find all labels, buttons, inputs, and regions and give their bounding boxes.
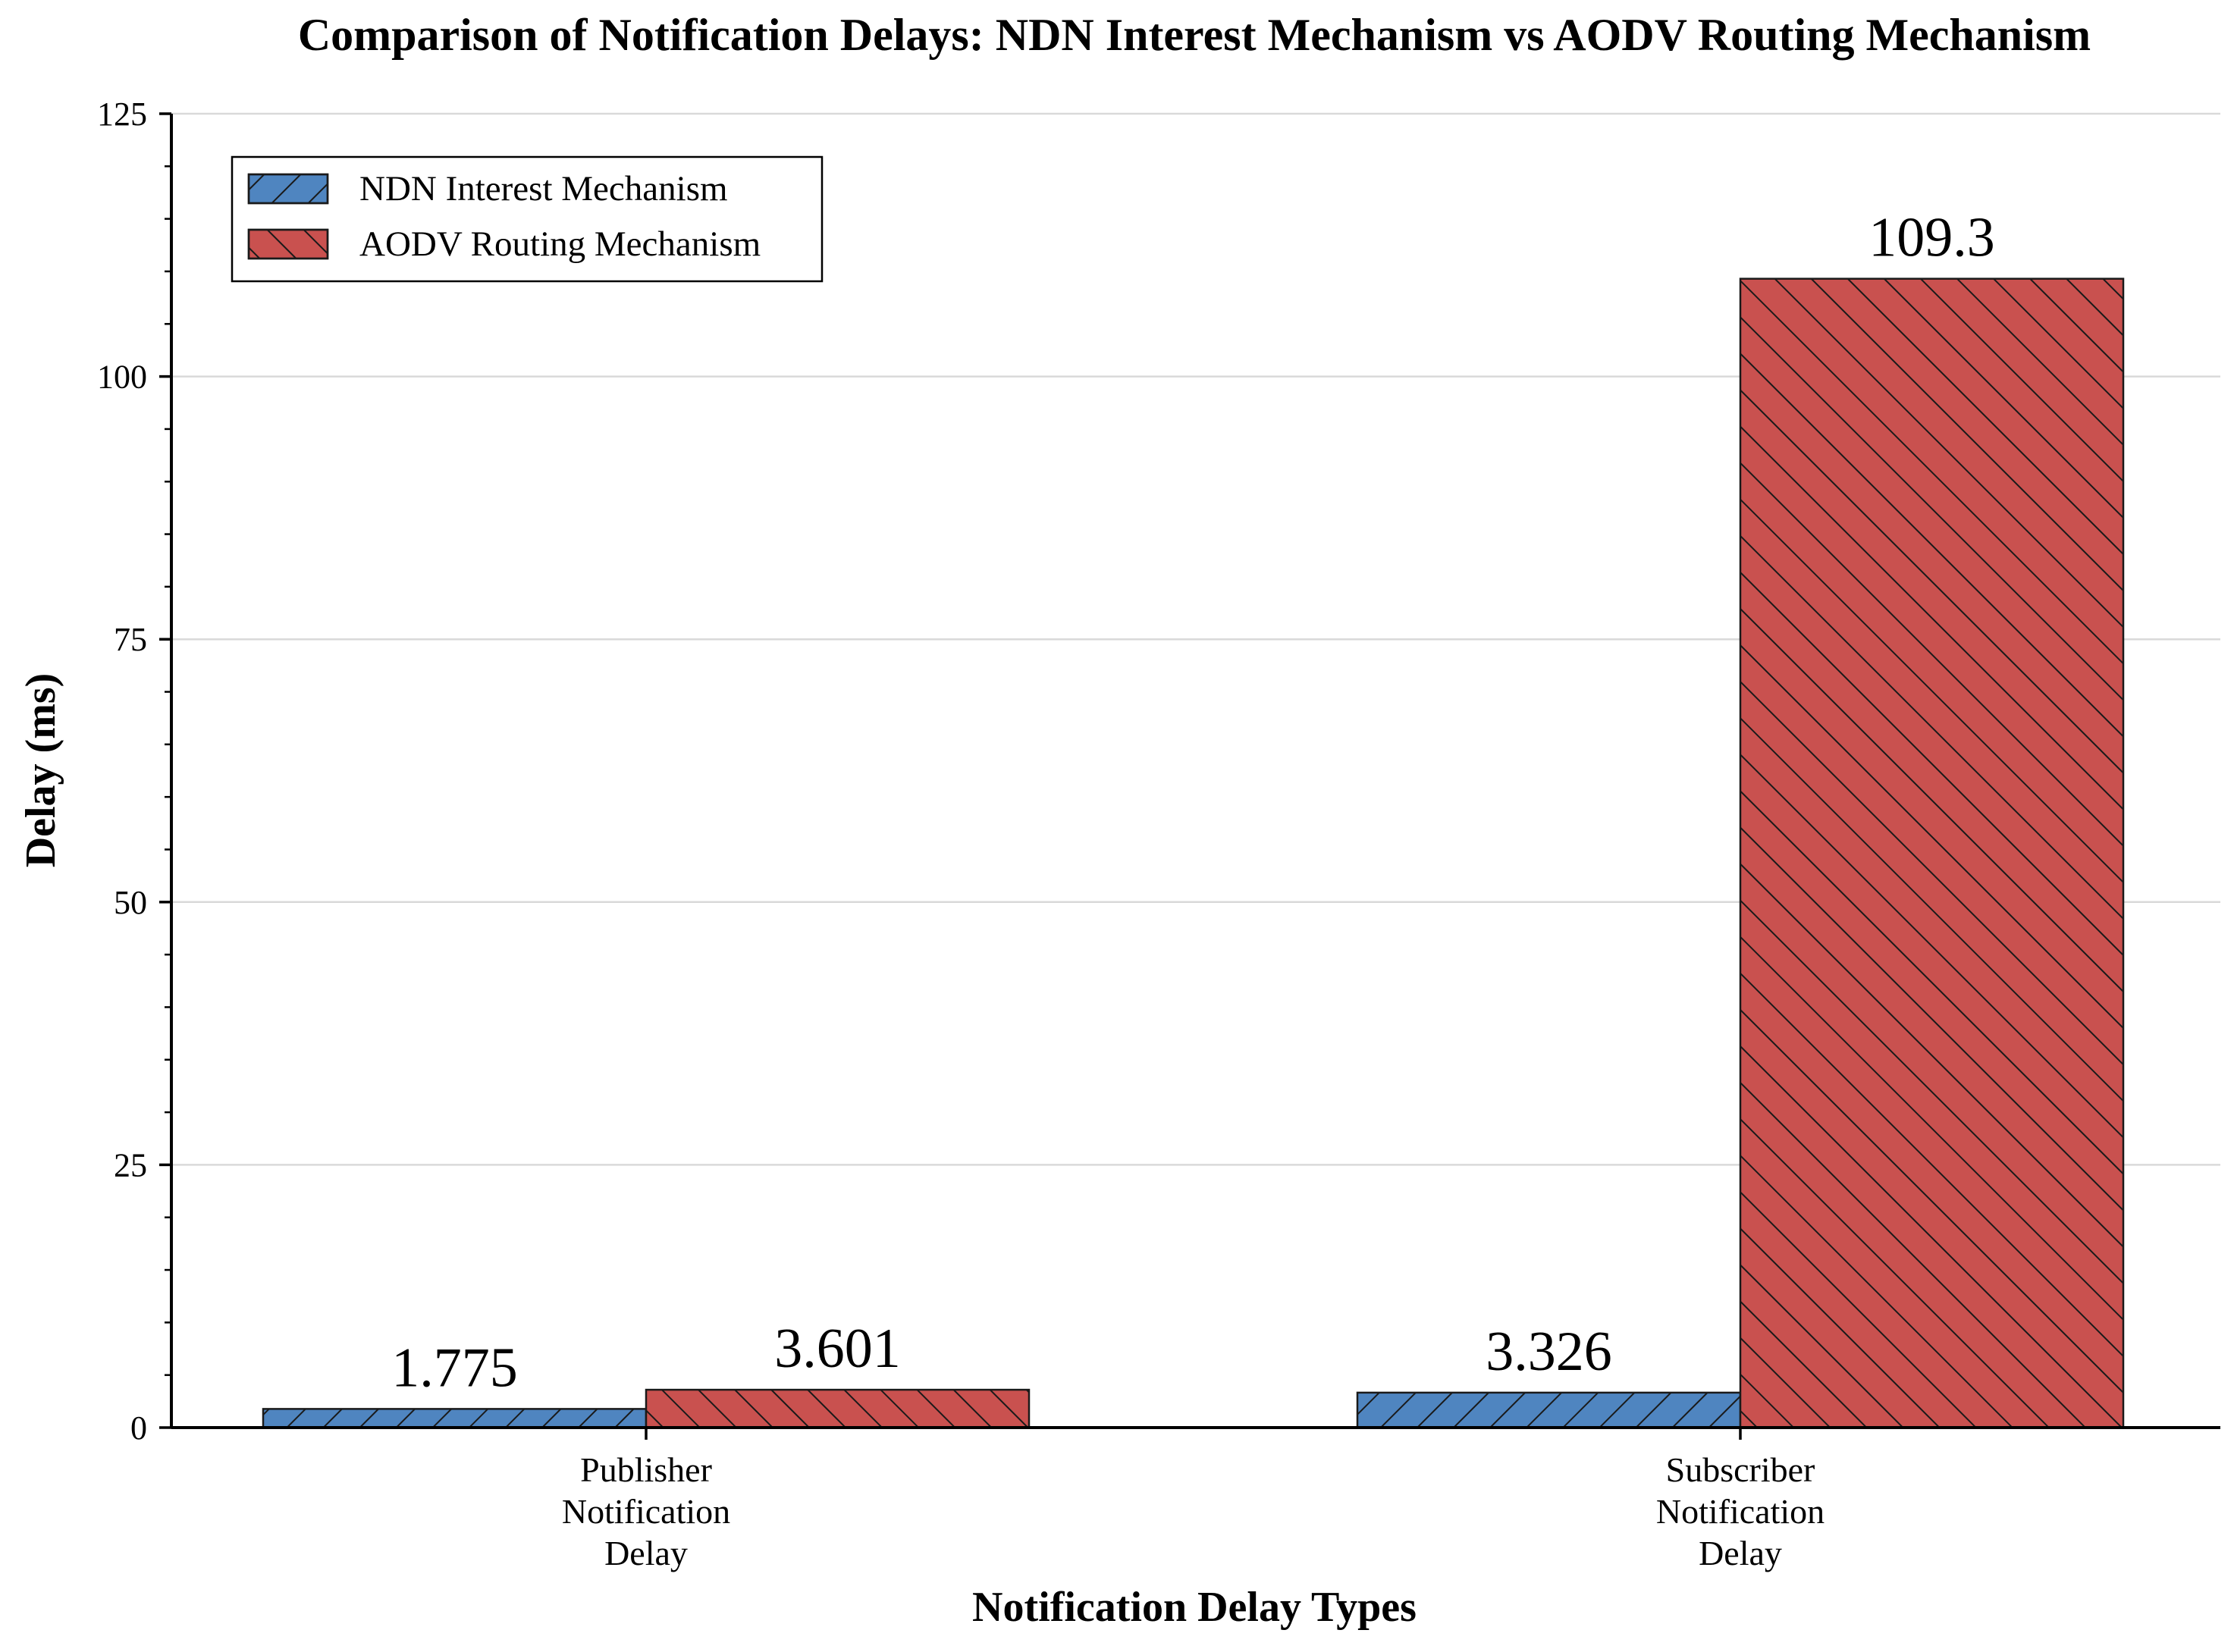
y-tick-label: 100 [97,359,147,396]
value-label-aodv-subscriber: 109.3 [1868,207,1995,269]
y-tick-label: 25 [114,1146,147,1183]
value-label-ndn-subscriber: 3.326 [1486,1321,1612,1383]
legend: NDN Interest Mechanism AODV Routing Mech… [231,155,824,283]
bars [262,277,2125,1429]
x-tick-label-line: Notification [562,1492,730,1531]
y-tick-label: 75 [114,621,147,658]
x-axis-label: Notification Delay Types [972,1584,1417,1631]
legend-swatch-hatch [247,173,329,205]
ndn-bar-publisher-hatch [262,1408,648,1429]
value-label-aodv-publisher: 3.601 [774,1318,901,1380]
chart-title: Comparison of Notification Delays: NDN I… [298,10,2091,60]
ndn-bar-subscriber-hatch [1356,1391,1742,1429]
x-tick-label-line: Subscriber [1666,1450,1815,1489]
y-tick-label: 125 [97,96,147,133]
legend-label-ndn: NDN Interest Mechanism [359,169,728,208]
legend-label-aodv: AODV Routing Mechanism [359,224,761,264]
x-tick-label-line: Publisher [580,1450,712,1489]
x-tick-label-publisher: Publisher Notification Delay [562,1450,730,1572]
legend-swatch-hatch [247,228,329,260]
legend-frame [231,155,824,283]
x-tick-label-subscriber: Subscriber Notification Delay [1656,1450,1825,1572]
x-tick-label-line: Delay [1699,1534,1782,1572]
value-labels: 1.775 3.326 3.601 109.3 [391,207,1995,1400]
y-tick-label: 0 [130,1409,147,1447]
x-tick-label-line: Notification [1656,1492,1825,1531]
aodv-bar-publisher-hatch [645,1388,1031,1429]
y-axis-label: Delay (ms) [17,673,64,868]
y-ticks: 0 25 50 75 100 125 [97,96,171,1447]
x-tick-label-line: Delay [604,1534,688,1572]
aodv-bar-subscriber-hatch [1739,277,2125,1429]
value-label-ndn-publisher: 1.775 [391,1337,518,1399]
y-tick-label: 50 [114,884,147,921]
